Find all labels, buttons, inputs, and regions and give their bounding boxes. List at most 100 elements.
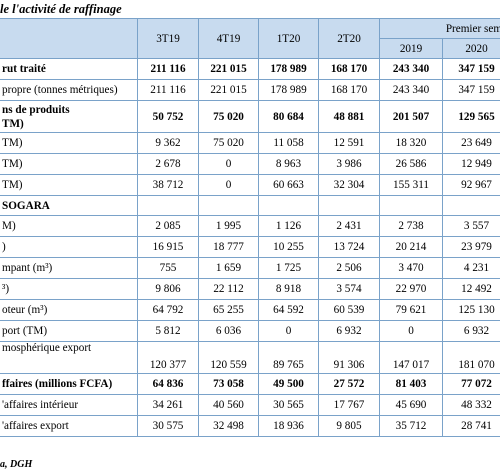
table-row: rut traité 211 116 221 015 178 989 168 170 24… — [0, 58, 500, 80]
row-value: 64 592 — [258, 299, 319, 321]
row-value: 81 403 — [379, 373, 443, 395]
header-year-2019: 2019 — [379, 38, 443, 59]
row-value: 755 — [137, 257, 199, 279]
row-value: 60 539 — [318, 299, 380, 321]
row-value: 35 712 — [379, 415, 443, 437]
row-value: 22 112 — [198, 278, 259, 300]
row-label: 'affaires export — [0, 415, 138, 437]
row-value: 211 116 — [137, 79, 199, 101]
row-value: 3 470 — [379, 257, 443, 279]
row-value: 120 377 — [137, 341, 199, 374]
row-value: 73 058 — [198, 373, 259, 395]
table-row: ³) 9 806 22 112 8 918 3 574 22 970 12 492 — [0, 278, 500, 300]
row-value: 0 — [198, 174, 259, 196]
row-label: port (TM) — [0, 320, 138, 342]
row-value: 2 431 — [318, 215, 380, 237]
row-value: 12 591 — [318, 132, 380, 154]
table-row: TM) 9 362 75 020 11 058 12 591 18 320 23 649 — [0, 132, 500, 154]
row-value — [258, 195, 319, 216]
row-value: 13 724 — [318, 236, 380, 258]
row-value: 0 — [379, 320, 443, 342]
table-row: ) 16 915 18 777 10 255 13 724 20 214 23 979 — [0, 236, 500, 258]
row-value: 92 967 — [441, 174, 500, 196]
row-value: 12 492 — [441, 278, 500, 300]
table-row: ffaires (millions FCFA) 64 836 73 058 49 50… — [0, 373, 500, 395]
row-value: 77 072 — [441, 373, 500, 395]
row-value: 8 918 — [258, 278, 319, 300]
row-value: 129 565 — [441, 100, 500, 133]
header-period-1t20: 1T20 — [258, 18, 319, 59]
row-value: 201 507 — [379, 100, 443, 133]
row-value: 23 979 — [441, 236, 500, 258]
table-row: oteur (m³) 64 792 65 255 64 592 60 539 79 621… — [0, 299, 500, 321]
row-value: 4 231 — [441, 257, 500, 279]
row-label: ³) — [0, 278, 138, 300]
row-value: 181 070 — [441, 341, 500, 374]
row-value: 5 812 — [137, 320, 199, 342]
row-value: 3 557 — [441, 215, 500, 237]
table-row: TM) 2 678 0 8 963 3 986 26 586 12 949 — [0, 153, 500, 175]
row-value: 125 130 — [441, 299, 500, 321]
table-row: ns de produits TM) 50 752 75 020 80 684 48 8… — [0, 100, 500, 133]
row-value: 65 255 — [198, 299, 259, 321]
table-title: le l'activité de raffinage — [0, 2, 122, 16]
row-value: 32 498 — [198, 415, 259, 437]
source-note: a, DGH — [0, 459, 33, 470]
row-value: 18 936 — [258, 415, 319, 437]
table-row: TM) 38 712 0 60 663 32 304 155 311 92 967 — [0, 174, 500, 196]
row-label: SOGARA — [0, 195, 138, 216]
row-value: 221 015 — [198, 58, 259, 80]
row-value — [137, 195, 199, 216]
row-value: 221 015 — [198, 79, 259, 101]
row-value: 9 362 — [137, 132, 199, 154]
row-value: 2 678 — [137, 153, 199, 175]
row-value: 6 036 — [198, 320, 259, 342]
row-value: 79 621 — [379, 299, 443, 321]
table-row: 'affaires intérieur 34 261 40 560 30 565 17 … — [0, 394, 500, 416]
row-value: 28 741 — [441, 415, 500, 437]
row-value: 243 340 — [379, 79, 443, 101]
row-value: 20 214 — [379, 236, 443, 258]
row-value: 50 752 — [137, 100, 199, 133]
row-value: 147 017 — [379, 341, 443, 374]
row-value: 211 116 — [137, 58, 199, 80]
row-value: 168 170 — [318, 58, 380, 80]
row-value: 16 915 — [137, 236, 199, 258]
row-value: 48 332 — [441, 394, 500, 416]
row-value: 32 304 — [318, 174, 380, 196]
header-period-4t19: 4T19 — [198, 18, 259, 59]
row-value: 48 881 — [318, 100, 380, 133]
row-value: 3 574 — [318, 278, 380, 300]
row-value: 1 659 — [198, 257, 259, 279]
header-period-2t20: 2T20 — [318, 18, 380, 59]
row-value: 26 586 — [379, 153, 443, 175]
header-row-top: 3T19 4T19 1T20 2T20 Premier seme — [0, 18, 500, 59]
row-value — [198, 195, 259, 216]
row-value: 0 — [198, 153, 259, 175]
row-value: 64 792 — [137, 299, 199, 321]
row-value: 60 663 — [258, 174, 319, 196]
row-value: 347 159 — [441, 79, 500, 101]
row-value: 3 986 — [318, 153, 380, 175]
row-value: 1 725 — [258, 257, 319, 279]
row-value: 75 020 — [198, 132, 259, 154]
row-value: 2 506 — [318, 257, 380, 279]
row-value — [379, 195, 443, 216]
header-year-2020: 2020 — [441, 38, 500, 59]
row-value: 34 261 — [137, 394, 199, 416]
row-value: 12 949 — [441, 153, 500, 175]
row-label: rut traité — [0, 58, 138, 80]
header-group-premier-semestre: Premier seme — [378, 18, 500, 39]
row-value: 30 565 — [258, 394, 319, 416]
row-value: 2 085 — [137, 215, 199, 237]
table-row: SOGARA — [0, 195, 500, 216]
row-label: mosphérique export — [0, 341, 138, 374]
row-value: 347 159 — [441, 58, 500, 80]
row-value: 9 806 — [137, 278, 199, 300]
row-value: 2 738 — [379, 215, 443, 237]
table-row: M) 2 085 1 995 1 126 2 431 2 738 3 557 — [0, 215, 500, 237]
row-value: 80 684 — [258, 100, 319, 133]
table-row: mpant (m³) 755 1 659 1 725 2 506 3 470 4 231 — [0, 257, 500, 279]
row-value: 8 963 — [258, 153, 319, 175]
row-value: 243 340 — [379, 58, 443, 80]
